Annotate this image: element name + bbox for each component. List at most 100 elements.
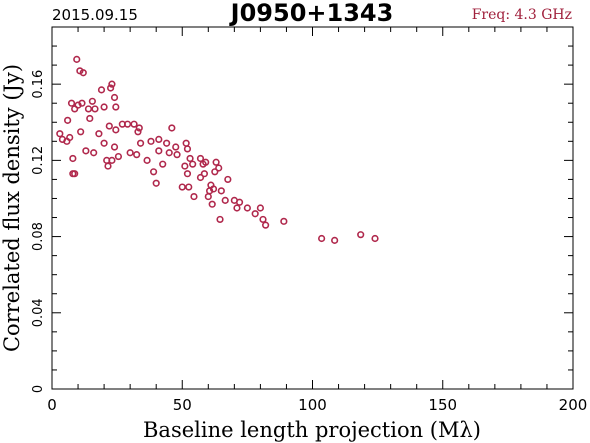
data-point: [149, 168, 158, 176]
data-point: [196, 154, 205, 163]
data-point: [209, 185, 218, 193]
data-point: [126, 149, 134, 157]
data-point: [88, 97, 96, 105]
data-point: [221, 196, 229, 204]
data-point: [204, 192, 212, 201]
data-point: [86, 114, 94, 123]
data-point: [90, 149, 98, 157]
data-point: [211, 168, 219, 176]
data-point: [233, 204, 241, 212]
data-point: [235, 198, 244, 206]
x-tick-label: 50: [173, 396, 192, 414]
x-tick-label: 200: [559, 396, 588, 414]
data-point: [181, 162, 189, 170]
y-tick-label: 0.04: [31, 298, 46, 327]
chart-title: J0950+1343: [229, 0, 394, 27]
data-point: [182, 139, 190, 147]
data-point: [134, 128, 142, 136]
data-point: [208, 200, 216, 208]
data-point: [172, 143, 180, 151]
data-point: [66, 133, 74, 142]
data-point: [159, 160, 167, 168]
data-point: [110, 143, 119, 151]
data-point: [186, 154, 194, 163]
axis-ticks: [51, 27, 574, 390]
data-point: [155, 135, 163, 144]
data-point: [133, 151, 141, 159]
data-point: [259, 215, 267, 224]
plot-frame: [51, 26, 574, 390]
data-point: [216, 215, 224, 224]
frequency-label: Freq: 4.3 GHz: [472, 7, 572, 23]
data-point: [178, 183, 186, 191]
data-point: [185, 183, 193, 191]
data-point: [82, 147, 90, 155]
data-point: [143, 156, 151, 164]
data-point: [69, 154, 77, 163]
data-point: [91, 105, 99, 113]
data-point: [67, 99, 76, 107]
data-point: [183, 145, 192, 153]
data-point: [212, 158, 220, 166]
data-point: [56, 130, 64, 138]
data-point: [73, 55, 81, 63]
data-point: [104, 162, 112, 170]
data-point: [173, 151, 181, 159]
data-point: [202, 158, 210, 166]
data-point: [190, 192, 198, 201]
data-point: [130, 120, 138, 128]
data-point: [371, 234, 379, 243]
data-point: [108, 156, 116, 164]
data-point: [77, 128, 85, 136]
data-point: [147, 137, 155, 145]
data-point: [97, 86, 106, 94]
data-point: [105, 122, 113, 130]
data-point: [84, 105, 93, 113]
data-points: [56, 55, 379, 244]
data-point: [189, 160, 197, 168]
y-tick-label: 0: [31, 385, 46, 393]
y-tick-label: 0.16: [31, 70, 46, 99]
data-point: [318, 234, 326, 243]
data-point: [262, 221, 270, 229]
data-point: [217, 187, 225, 195]
data-point: [200, 170, 208, 178]
data-point: [165, 149, 173, 157]
data-point: [256, 204, 265, 212]
data-point: [155, 147, 163, 155]
y-axis-label: Correlated flux density (Jy): [0, 64, 24, 352]
x-tick-label: 100: [298, 396, 327, 414]
y-tick-label: 0.08: [31, 222, 46, 251]
data-point: [95, 130, 103, 138]
data-point: [224, 175, 232, 184]
data-point: [168, 124, 176, 132]
data-point: [108, 80, 116, 88]
data-point: [280, 217, 288, 225]
data-point: [243, 204, 251, 212]
tick-labels: 0 50 100 150 200 0 0.04 0.08 0.12 0.16: [31, 70, 587, 414]
data-point: [112, 126, 120, 134]
y-tick-label: 0.12: [31, 146, 46, 175]
data-point: [110, 93, 119, 102]
data-point: [123, 120, 132, 128]
data-point: [251, 210, 259, 218]
data-point: [71, 170, 79, 178]
data-point: [331, 236, 339, 244]
observation-date: 2015.09.15: [52, 6, 138, 24]
x-tick-label: 150: [428, 396, 457, 414]
data-point: [136, 139, 145, 147]
data-point: [357, 231, 365, 239]
data-point: [79, 69, 87, 77]
data-point: [100, 103, 108, 111]
data-point: [64, 116, 72, 124]
data-point: [183, 170, 192, 178]
data-point: [135, 124, 143, 132]
data-point: [78, 99, 86, 107]
data-point: [112, 103, 120, 111]
data-point: [196, 173, 205, 182]
data-point: [100, 139, 108, 147]
data-point: [163, 139, 171, 147]
x-axis-label: Baseline length projection (Mλ): [143, 418, 481, 442]
data-point: [107, 84, 115, 92]
